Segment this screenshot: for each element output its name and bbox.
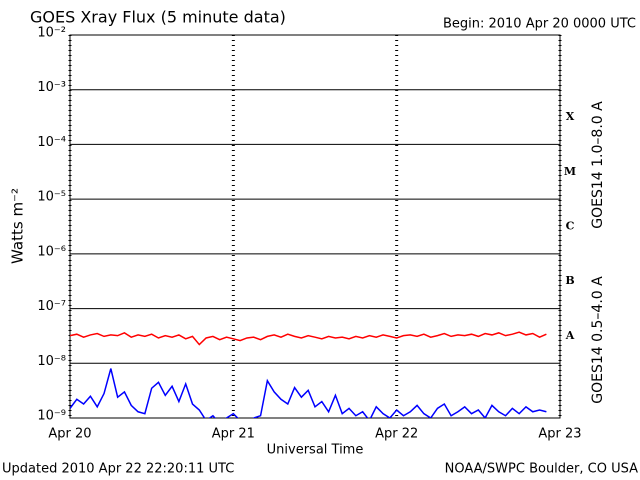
flare-class-label: B: [565, 274, 574, 287]
y-tick-label: 10⁻³: [37, 80, 66, 95]
y-tick-label: 10⁻⁸: [37, 354, 66, 369]
legend-entry: GOES14 1.0–8.0 A: [590, 101, 606, 229]
y-axis-label: Watts m⁻²: [9, 188, 27, 264]
flare-class-label: A: [565, 329, 575, 342]
plot-frame: [69, 34, 561, 419]
chart-title: GOES Xray Flux (5 minute data): [30, 8, 286, 27]
y-tick-label: 10⁻⁹: [37, 409, 66, 424]
x-tick-label: Apr 23: [538, 427, 581, 442]
footer-left: Updated 2010 Apr 22 22:20:11 UTC: [2, 462, 234, 477]
series-line: [70, 368, 547, 418]
x-tick-label: Apr 20: [48, 427, 91, 442]
x-tick-label: Apr 21: [212, 427, 255, 442]
x-tick-label: Apr 22: [375, 427, 418, 442]
y-tick-label: 10⁻⁷: [37, 299, 66, 314]
y-tick-label: 10⁻⁴: [37, 135, 66, 150]
flare-class-label: X: [566, 110, 575, 123]
y-tick-label: 10⁻⁵: [37, 190, 66, 205]
y-tick-label: 10⁻²: [37, 26, 66, 41]
flare-class-label: C: [566, 220, 575, 233]
flare-class-label: M: [564, 165, 576, 178]
x-axis-label: Universal Time: [267, 443, 364, 458]
subtitle: Begin: 2010 Apr 20 0000 UTC: [443, 17, 636, 32]
legend-entry: GOES14 0.5–4.0 A: [590, 276, 606, 404]
series-line: [70, 331, 547, 346]
y-tick-label: 10⁻⁶: [37, 244, 66, 259]
footer-right: NOAA/SWPC Boulder, CO USA: [445, 462, 638, 477]
